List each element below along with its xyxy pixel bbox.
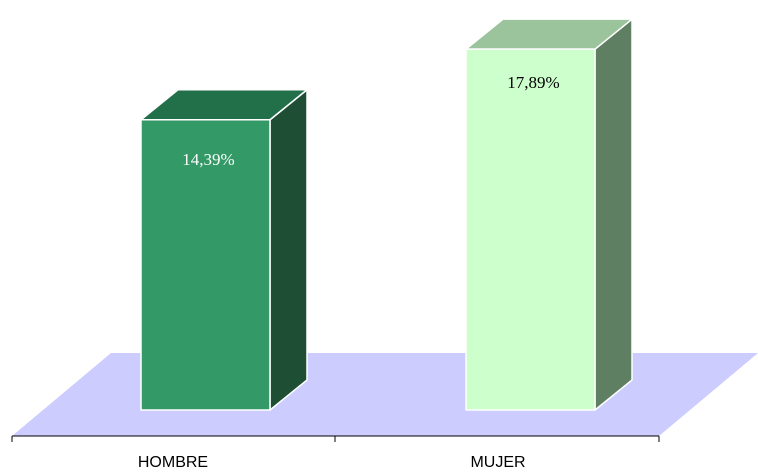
bar-mujer [465, 18, 633, 411]
category-label: MUJER [470, 454, 525, 471]
data-label: 14,39% [182, 150, 234, 169]
bar-side-face [269, 89, 308, 411]
bar-front-face [465, 48, 596, 411]
bars-group [140, 18, 633, 411]
bar-side-face [594, 18, 633, 411]
category-axis [11, 435, 660, 442]
labels-group: 14,39% HOMBRE 17,89% MUJER [138, 73, 560, 471]
category-label: HOMBRE [138, 454, 208, 471]
chart-floor [12, 353, 758, 436]
bar-front-face [140, 119, 271, 411]
data-label: 17,89% [507, 73, 559, 92]
bar-hombre [140, 89, 308, 411]
